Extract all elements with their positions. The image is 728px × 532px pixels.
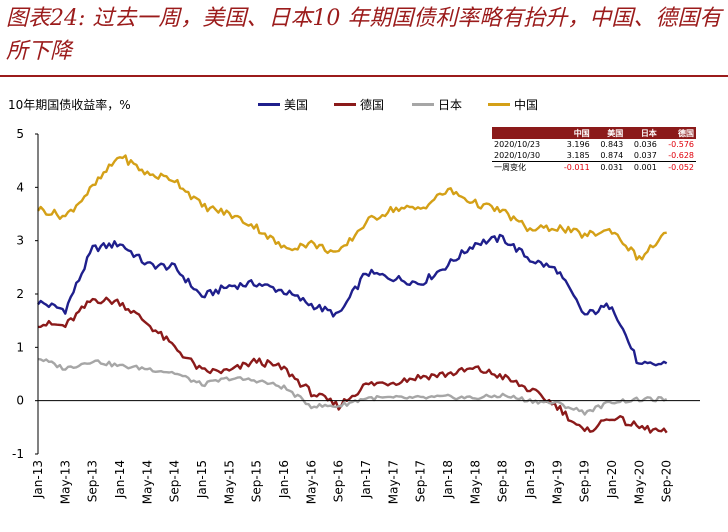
table-cell: -0.576 bbox=[668, 140, 694, 149]
page-title: 图表24: 过去一周，美国、日本10 年期国债利率略有抬升，中国、德国有所下降 bbox=[6, 6, 722, 64]
y-tick-label: -1 bbox=[12, 447, 24, 461]
table-header-cell: 中国 bbox=[554, 127, 592, 139]
x-tick-label: Sep-17 bbox=[414, 460, 428, 502]
legend-swatch-us bbox=[258, 103, 280, 106]
legend-label-de: 德国 bbox=[360, 98, 385, 112]
x-tick-label: Jan-16 bbox=[277, 460, 291, 499]
table-cell: 0.037 bbox=[633, 151, 657, 160]
legend-item-de: 德国 bbox=[334, 96, 384, 113]
table-cell: 2020/10/30 bbox=[494, 151, 541, 160]
table-cell: -0.628 bbox=[668, 151, 694, 160]
x-tick-label: Sep-13 bbox=[86, 460, 100, 502]
table-cell: 3.196 bbox=[566, 140, 590, 149]
legend-label-cn: 中国 bbox=[514, 98, 539, 112]
table-cell: 0.001 bbox=[625, 161, 659, 173]
table-row: 2020/10/23 3.196 0.843 0.036 -0.576 bbox=[492, 139, 696, 150]
y-axis-label: 10年期国债收益率，% bbox=[8, 98, 131, 112]
x-tick-label: Jan-19 bbox=[523, 460, 537, 499]
table-cell: 3.185 bbox=[566, 151, 590, 160]
x-tick-label: May-13 bbox=[58, 460, 72, 504]
x-tick-label: May-16 bbox=[304, 460, 318, 504]
table-cell: 2020/10/23 bbox=[494, 140, 541, 149]
x-tick-label: May-19 bbox=[550, 460, 564, 504]
y-tick-label: 4 bbox=[16, 180, 24, 194]
table-header-cell bbox=[492, 127, 555, 139]
table-cell: -0.011 bbox=[554, 161, 592, 173]
table-header-cell: 德国 bbox=[658, 127, 696, 139]
x-tick-label: Sep-20 bbox=[660, 460, 674, 502]
y-tick-label: 1 bbox=[16, 340, 24, 354]
weekly-change-table: 中国 美国 日本 德国 2020/10/23 3.196 0.843 0.036… bbox=[492, 127, 696, 173]
y-tick-label: 0 bbox=[16, 394, 24, 408]
x-tick-label: Sep-15 bbox=[250, 460, 264, 502]
x-tick-label: Sep-16 bbox=[332, 460, 346, 502]
x-tick-label: Jan-20 bbox=[605, 460, 619, 499]
table-row: 一周变化 -0.011 0.031 0.001 -0.052 bbox=[492, 161, 696, 173]
table-cell: 0.843 bbox=[600, 140, 624, 149]
x-tick-label: Jan-18 bbox=[441, 460, 455, 499]
legend-item-cn: 中国 bbox=[488, 96, 538, 113]
series-line-us bbox=[37, 233, 668, 367]
table-header-cell: 美国 bbox=[591, 127, 626, 139]
x-tick-label: May-18 bbox=[468, 460, 482, 504]
table-cell: 一周变化 bbox=[492, 161, 555, 173]
table-row: 2020/10/30 3.185 0.874 0.037 -0.628 bbox=[492, 150, 696, 162]
legend-swatch-jp bbox=[412, 103, 434, 106]
x-tick-label: Sep-19 bbox=[578, 460, 592, 502]
legend-label-us: 美国 bbox=[284, 98, 309, 112]
x-tick-label: May-20 bbox=[632, 460, 646, 504]
legend-item-us: 美国 bbox=[258, 96, 308, 113]
table-cell: -0.052 bbox=[658, 161, 696, 173]
x-tick-label: Sep-18 bbox=[496, 460, 510, 502]
x-tick-label: May-17 bbox=[386, 460, 400, 504]
yield-chart: -1 0 1 2 3 4 5 Jan-13 May-13 Sep-13 Jan-14 May-14 Se… bbox=[12, 127, 700, 504]
x-tick-label: Jan-15 bbox=[195, 460, 209, 499]
legend-swatch-de bbox=[334, 103, 356, 106]
x-tick-label: Jan-13 bbox=[31, 460, 45, 499]
legend-label-jp: 日本 bbox=[438, 98, 463, 112]
y-tick-label: 3 bbox=[16, 234, 24, 248]
table-header-cell: 日本 bbox=[625, 127, 659, 139]
table-cell: 0.036 bbox=[633, 140, 657, 149]
legend-swatch-cn bbox=[488, 103, 510, 106]
title-divider bbox=[0, 75, 728, 77]
x-tick-label: Sep-14 bbox=[168, 460, 182, 502]
x-tick-label: May-15 bbox=[222, 460, 236, 504]
x-tick-label: May-14 bbox=[140, 460, 154, 504]
x-tick-label: Jan-14 bbox=[113, 460, 127, 499]
y-tick-label: 2 bbox=[16, 287, 24, 301]
series-line-de bbox=[37, 296, 668, 434]
y-tick-label: 5 bbox=[16, 127, 24, 141]
series-line-cn bbox=[37, 154, 667, 261]
x-tick-label: Jan-17 bbox=[359, 460, 373, 499]
series-line-jp bbox=[37, 357, 668, 416]
table-cell: 0.874 bbox=[600, 151, 624, 160]
table-header-row: 中国 美国 日本 德国 bbox=[492, 127, 696, 139]
legend-item-jp: 日本 bbox=[412, 96, 462, 113]
table-cell: 0.031 bbox=[591, 161, 626, 173]
